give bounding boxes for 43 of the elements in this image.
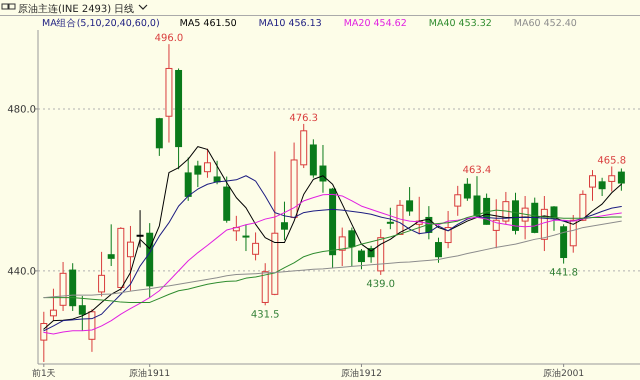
candlestick	[126, 225, 134, 292]
x-tick-label: 原油1912	[341, 368, 382, 379]
chart-subtitle: 日线	[114, 3, 134, 15]
candlestick	[348, 227, 356, 267]
candlestick	[454, 185, 462, 216]
candlestick	[232, 215, 240, 242]
annotation: 431.5	[250, 309, 280, 320]
legend-title: MA组合(5,10,20,40,60,0)	[42, 17, 160, 29]
x-tick-label: 原油2001	[543, 368, 584, 379]
candlestick	[338, 227, 346, 267]
candlestick	[40, 311, 48, 362]
candlestick	[204, 148, 211, 178]
candlestick	[262, 262, 269, 306]
text: MA10 456.13	[258, 18, 322, 29]
candlestick	[406, 186, 414, 216]
y-tick-label: 480.0	[7, 104, 36, 116]
candlestick	[78, 295, 86, 332]
candlestick	[165, 44, 172, 144]
annotation: 463.4	[462, 165, 492, 176]
candlestick	[108, 224, 115, 267]
candlestick	[319, 144, 326, 194]
candlestick	[464, 178, 471, 202]
line-series	[43, 220, 622, 298]
text: MA5 461.50	[180, 18, 237, 29]
text: MA60 452.40	[514, 18, 577, 29]
annotation: 496.0	[154, 33, 184, 44]
candlestick	[146, 222, 154, 298]
candlestick	[280, 201, 288, 241]
text: MA20 454.62	[344, 18, 407, 29]
x-tick-label: 原油1911	[129, 368, 170, 379]
annotation: 476.3	[289, 112, 318, 124]
candlestick	[242, 224, 250, 252]
candlestick	[69, 262, 76, 312]
x-tick-label: 前1天	[32, 368, 56, 379]
annotation: 441.8	[549, 268, 578, 279]
candlestick	[252, 232, 260, 261]
candlestick	[608, 166, 616, 192]
annotation: 439.0	[366, 278, 396, 290]
annotation: 465.8	[597, 155, 626, 166]
chart-title: 原油主连(INE 2493)	[18, 3, 112, 15]
text: MA40 453.32	[428, 18, 492, 29]
y-tick-label: 440.0	[7, 266, 36, 278]
candlestick	[136, 210, 144, 248]
